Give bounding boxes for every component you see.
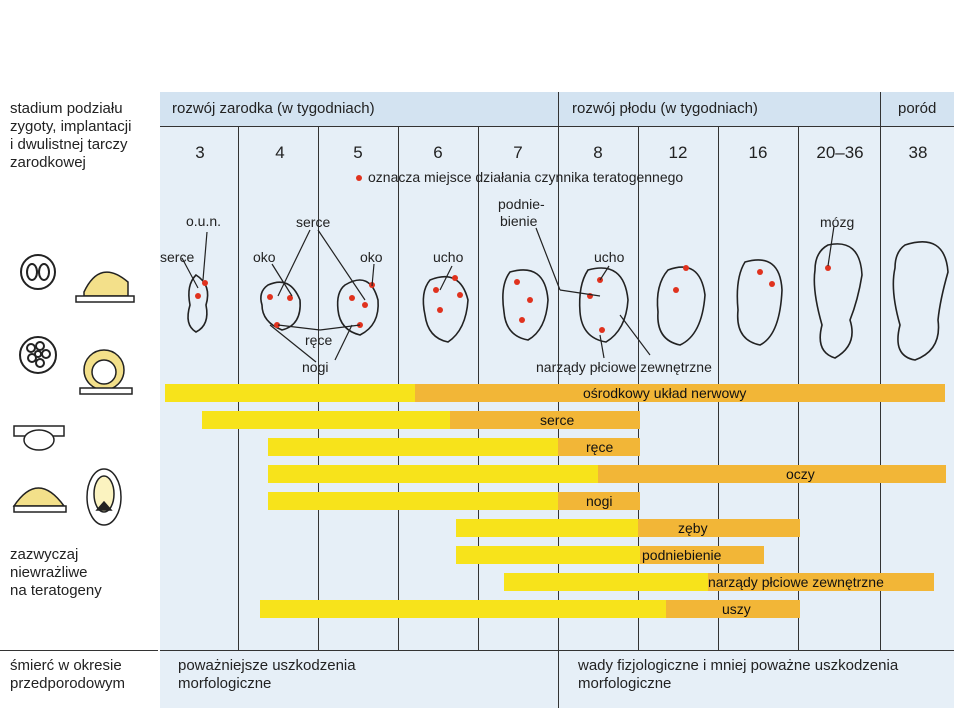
insensitive-line-3: na teratogeny bbox=[10, 582, 102, 599]
label-oko-week5: oko bbox=[360, 249, 383, 265]
bar-label: serce bbox=[540, 412, 575, 428]
label-ucho-week6: ucho bbox=[433, 249, 464, 265]
week-label: 5 bbox=[353, 143, 363, 162]
teratogen-dot-icon bbox=[356, 175, 362, 182]
label-rece: ręce bbox=[305, 332, 333, 348]
label-ucho-week8: ucho bbox=[594, 249, 625, 265]
footer-rule bbox=[160, 650, 954, 651]
blastocyst-icon bbox=[75, 271, 135, 395]
header-embryo: rozwój zarodka (w tygodniach) bbox=[172, 100, 375, 117]
bar-high-sensitivity bbox=[666, 600, 800, 618]
implantation-icon bbox=[12, 425, 67, 513]
early-stage-illustrations bbox=[12, 254, 135, 526]
label-podniebienie-1: podnie- bbox=[498, 196, 545, 212]
bar-label: narządy płciowe zewnętrzne bbox=[708, 574, 884, 590]
label-serce-top: serce bbox=[296, 214, 331, 230]
fetus-week12-icon bbox=[656, 266, 706, 346]
death-line-1: śmierć w okresie bbox=[10, 657, 122, 674]
label-serce-week3: serce bbox=[160, 249, 195, 265]
morula-icon bbox=[19, 336, 57, 374]
footer-embryo-line-2: morfologiczne bbox=[178, 675, 272, 692]
legend-text: oznacza miejsce działania czynnika terat… bbox=[368, 169, 684, 185]
stage-line-3: i dwulistnej tarczy bbox=[10, 136, 128, 153]
bar-label: zęby bbox=[678, 520, 708, 536]
bar-high-sensitivity bbox=[415, 384, 945, 402]
bar-high-sensitivity bbox=[558, 438, 640, 456]
insensitive-line-1: zazwyczaj bbox=[10, 546, 79, 563]
insensitive-line-2: niewrażliwe bbox=[10, 564, 88, 581]
week-label: 20–36 bbox=[816, 143, 864, 162]
bar-uszy: uszy bbox=[260, 600, 800, 618]
week-label: 8 bbox=[593, 143, 603, 162]
bar-narzady-plciowe: narządy płciowe zewnętrzne bbox=[504, 573, 934, 591]
week-label: 7 bbox=[513, 143, 523, 162]
header-divider-birth bbox=[880, 92, 881, 126]
label-mozg: mózg bbox=[820, 214, 855, 230]
bar-label: ręce bbox=[586, 439, 614, 455]
header-rule bbox=[160, 126, 954, 127]
footer-fetus-line-2: morfologiczne bbox=[578, 675, 672, 692]
bar-high-sensitivity bbox=[598, 465, 946, 483]
fetus-week38-icon bbox=[892, 241, 949, 361]
footer-embryo-line-1: poważniejsze uszkodzenia bbox=[178, 657, 356, 674]
label-oko-week4: oko bbox=[253, 249, 276, 265]
embryonic-disc-icon bbox=[86, 468, 122, 526]
header-fetus: rozwój płodu (w tygodniach) bbox=[572, 100, 758, 117]
bar-podniebienie: podniebienie bbox=[456, 546, 764, 564]
bar-label: oczy bbox=[786, 466, 815, 482]
bar-oczy: oczy bbox=[268, 465, 946, 483]
bar-label: nogi bbox=[586, 493, 613, 509]
week-label: 38 bbox=[908, 143, 928, 162]
week-label: 12 bbox=[668, 143, 688, 162]
week-label: 6 bbox=[433, 143, 443, 162]
week-label: 16 bbox=[748, 143, 768, 162]
bar-label: uszy bbox=[722, 601, 751, 617]
embryo-week4-icon bbox=[260, 281, 301, 331]
week-label: 3 bbox=[195, 143, 205, 162]
fetus-week8-icon bbox=[578, 267, 629, 343]
bar-serce: serce bbox=[202, 411, 640, 429]
fetus-week16-icon bbox=[736, 259, 783, 346]
bar-osrodkowy-uklad-nerwowy: ośrodkowy układ nerwowy bbox=[165, 384, 945, 402]
label-podniebienie-2: bienie bbox=[500, 213, 538, 229]
label-nogi: nogi bbox=[302, 359, 329, 375]
left-footer-rule bbox=[0, 650, 158, 651]
label-narzady: narządy płciowe zewnętrzne bbox=[536, 359, 712, 375]
bar-high-sensitivity bbox=[708, 573, 934, 591]
fetus-week20-36-icon bbox=[813, 243, 863, 359]
embryo-week3-icon bbox=[187, 273, 209, 333]
embryo-week7-icon bbox=[502, 269, 549, 341]
bar-high-sensitivity bbox=[558, 492, 640, 510]
bar-nogi: nogi bbox=[268, 492, 640, 510]
bar-high-sensitivity bbox=[450, 411, 640, 429]
stage-line-2: zygoty, implantacji bbox=[10, 118, 132, 135]
zygote-two-cell-icon bbox=[20, 254, 56, 290]
bar-high-sensitivity bbox=[638, 519, 800, 537]
label-oun: o.u.n. bbox=[186, 213, 222, 229]
embryo-illustrations bbox=[181, 225, 949, 363]
death-line-2: przedporodowym bbox=[10, 675, 126, 692]
stage-line-4: zarodkowej bbox=[10, 154, 86, 171]
left-panel bbox=[0, 92, 158, 708]
embryo-week6-icon bbox=[422, 275, 469, 343]
stage-line-1: stadium podziału bbox=[10, 100, 123, 117]
bar-zeby: zęby bbox=[456, 519, 800, 537]
footer-fetus-line-1: wady fizjologiczne i mniej poważne uszko… bbox=[578, 657, 899, 674]
header-divider-fetus bbox=[558, 92, 559, 126]
bar-high-sensitivity bbox=[640, 546, 764, 564]
week-label: 4 bbox=[275, 143, 285, 162]
legend: oznacza miejsce działania czynnika terat… bbox=[356, 168, 683, 186]
bar-label: podniebienie bbox=[642, 547, 722, 563]
header-birth: poród bbox=[898, 100, 937, 117]
bar-label: ośrodkowy układ nerwowy bbox=[583, 385, 747, 401]
header-band bbox=[160, 92, 954, 126]
bar-rece: ręce bbox=[268, 438, 640, 456]
